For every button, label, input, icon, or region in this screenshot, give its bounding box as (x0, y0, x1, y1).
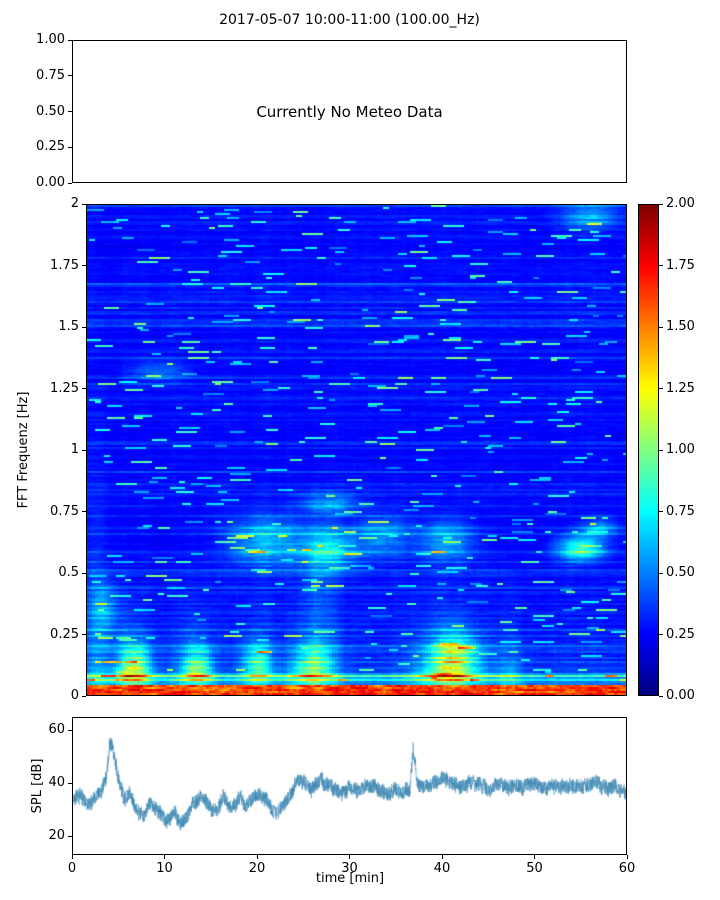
x-axis-label: time [min] (315, 871, 385, 886)
figure-title: 2017-05-07 10:00-11:00 (100.00_Hz) (219, 12, 480, 28)
spectrogram-ytick-label: 1.75 (50, 257, 79, 273)
spectrogram-ytick-mark (82, 695, 86, 697)
spectrogram-ytick-mark (82, 511, 86, 512)
spl-ytick-label: 20 (48, 828, 65, 844)
spectrogram-ytick-label: 0.25 (50, 626, 79, 642)
meteo-ytick-label: 0.00 (36, 175, 65, 190)
time-xtick-mark (349, 855, 350, 859)
meteo-ytick-label: 0.50 (36, 103, 65, 119)
spectrogram-ytick-label: 2 (70, 196, 79, 211)
time-xtick-mark (626, 855, 628, 859)
spl-ytick-mark (68, 782, 72, 784)
time-xtick-label: 40 (433, 861, 451, 876)
spectrogram-ytick-label: 1 (70, 442, 79, 457)
meteo-ytick-label: 0.75 (36, 67, 65, 83)
time-xtick-mark (441, 855, 443, 859)
colorbar-tick-mark (659, 634, 663, 635)
spl-ytick-mark (68, 835, 72, 837)
colorbar-tick-label: 2.00 (666, 196, 695, 211)
spl-ytick-label: 40 (48, 775, 65, 791)
spectrogram-ytick-label: 1.5 (58, 319, 79, 334)
colorbar-tick-mark (659, 572, 663, 574)
colorbar-gradient-canvas (639, 205, 658, 695)
spectrogram-ytick-mark (82, 449, 86, 451)
spectrogram-ytick-mark (82, 634, 86, 635)
meteo-ytick-mark (68, 39, 72, 41)
colorbar-tick-label: 1.25 (666, 380, 695, 396)
meteo-ytick-mark (68, 111, 72, 112)
meteo-panel: Currently No Meteo Data (72, 40, 627, 183)
colorbar (638, 204, 659, 696)
colorbar-tick-label: 0.25 (666, 626, 695, 642)
spectrogram-canvas (87, 205, 626, 695)
spectrogram-ytick-label: 1.25 (50, 380, 79, 396)
colorbar-tick-label: 1.50 (666, 319, 695, 334)
time-xtick-label: 50 (526, 861, 543, 876)
spectrogram-ytick-mark (82, 572, 86, 574)
colorbar-tick-label: 1.00 (666, 442, 695, 457)
time-xtick-label: 0 (67, 861, 77, 876)
colorbar-tick-mark (659, 449, 663, 451)
spectrogram-ytick-label: 0.5 (58, 565, 79, 580)
time-xtick-mark (71, 855, 73, 859)
colorbar-tick-mark (659, 265, 663, 266)
spl-ytick-mark (68, 729, 72, 731)
spectrogram-ytick-label: 0.75 (50, 503, 79, 519)
colorbar-tick-mark (659, 203, 663, 205)
time-xtick-label: 30 (341, 861, 358, 876)
time-xtick-label: 10 (156, 861, 173, 876)
spectrogram-panel (86, 204, 627, 696)
colorbar-tick-mark (659, 326, 663, 328)
time-xtick-mark (256, 855, 258, 859)
colorbar-tick-label: 1.75 (666, 257, 695, 273)
colorbar-tick-label: 0.00 (666, 688, 695, 703)
colorbar-tick-mark (659, 511, 663, 512)
colorbar-tick-label: 0.50 (666, 565, 695, 580)
spl-ytick-label: 60 (48, 722, 65, 738)
time-xtick-mark (164, 855, 165, 859)
no-meteo-data-annotation: Currently No Meteo Data (256, 102, 443, 121)
spectrogram-ytick-mark (82, 326, 86, 328)
spectrogram-ytick-mark (82, 388, 86, 389)
meteo-ytick-label: 0.25 (36, 139, 65, 155)
meteo-ytick-mark (68, 146, 72, 148)
time-xtick-label: 60 (618, 861, 636, 876)
colorbar-tick-mark (659, 695, 663, 697)
meteo-ytick-mark (68, 75, 72, 77)
meteo-ytick-mark (68, 182, 72, 184)
colorbar-tick-mark (659, 388, 663, 389)
time-xtick-mark (534, 855, 535, 859)
spectrogram-ytick-label: 0 (70, 688, 79, 703)
spl-panel (72, 717, 627, 855)
spl-timeseries-canvas (73, 718, 626, 854)
spectrogram-ytick-mark (82, 203, 86, 205)
spectrogram-ytick-mark (82, 265, 86, 266)
time-xtick-label: 20 (248, 861, 266, 876)
meteo-ytick-label: 1.00 (36, 32, 65, 47)
colorbar-tick-label: 0.75 (666, 503, 695, 519)
